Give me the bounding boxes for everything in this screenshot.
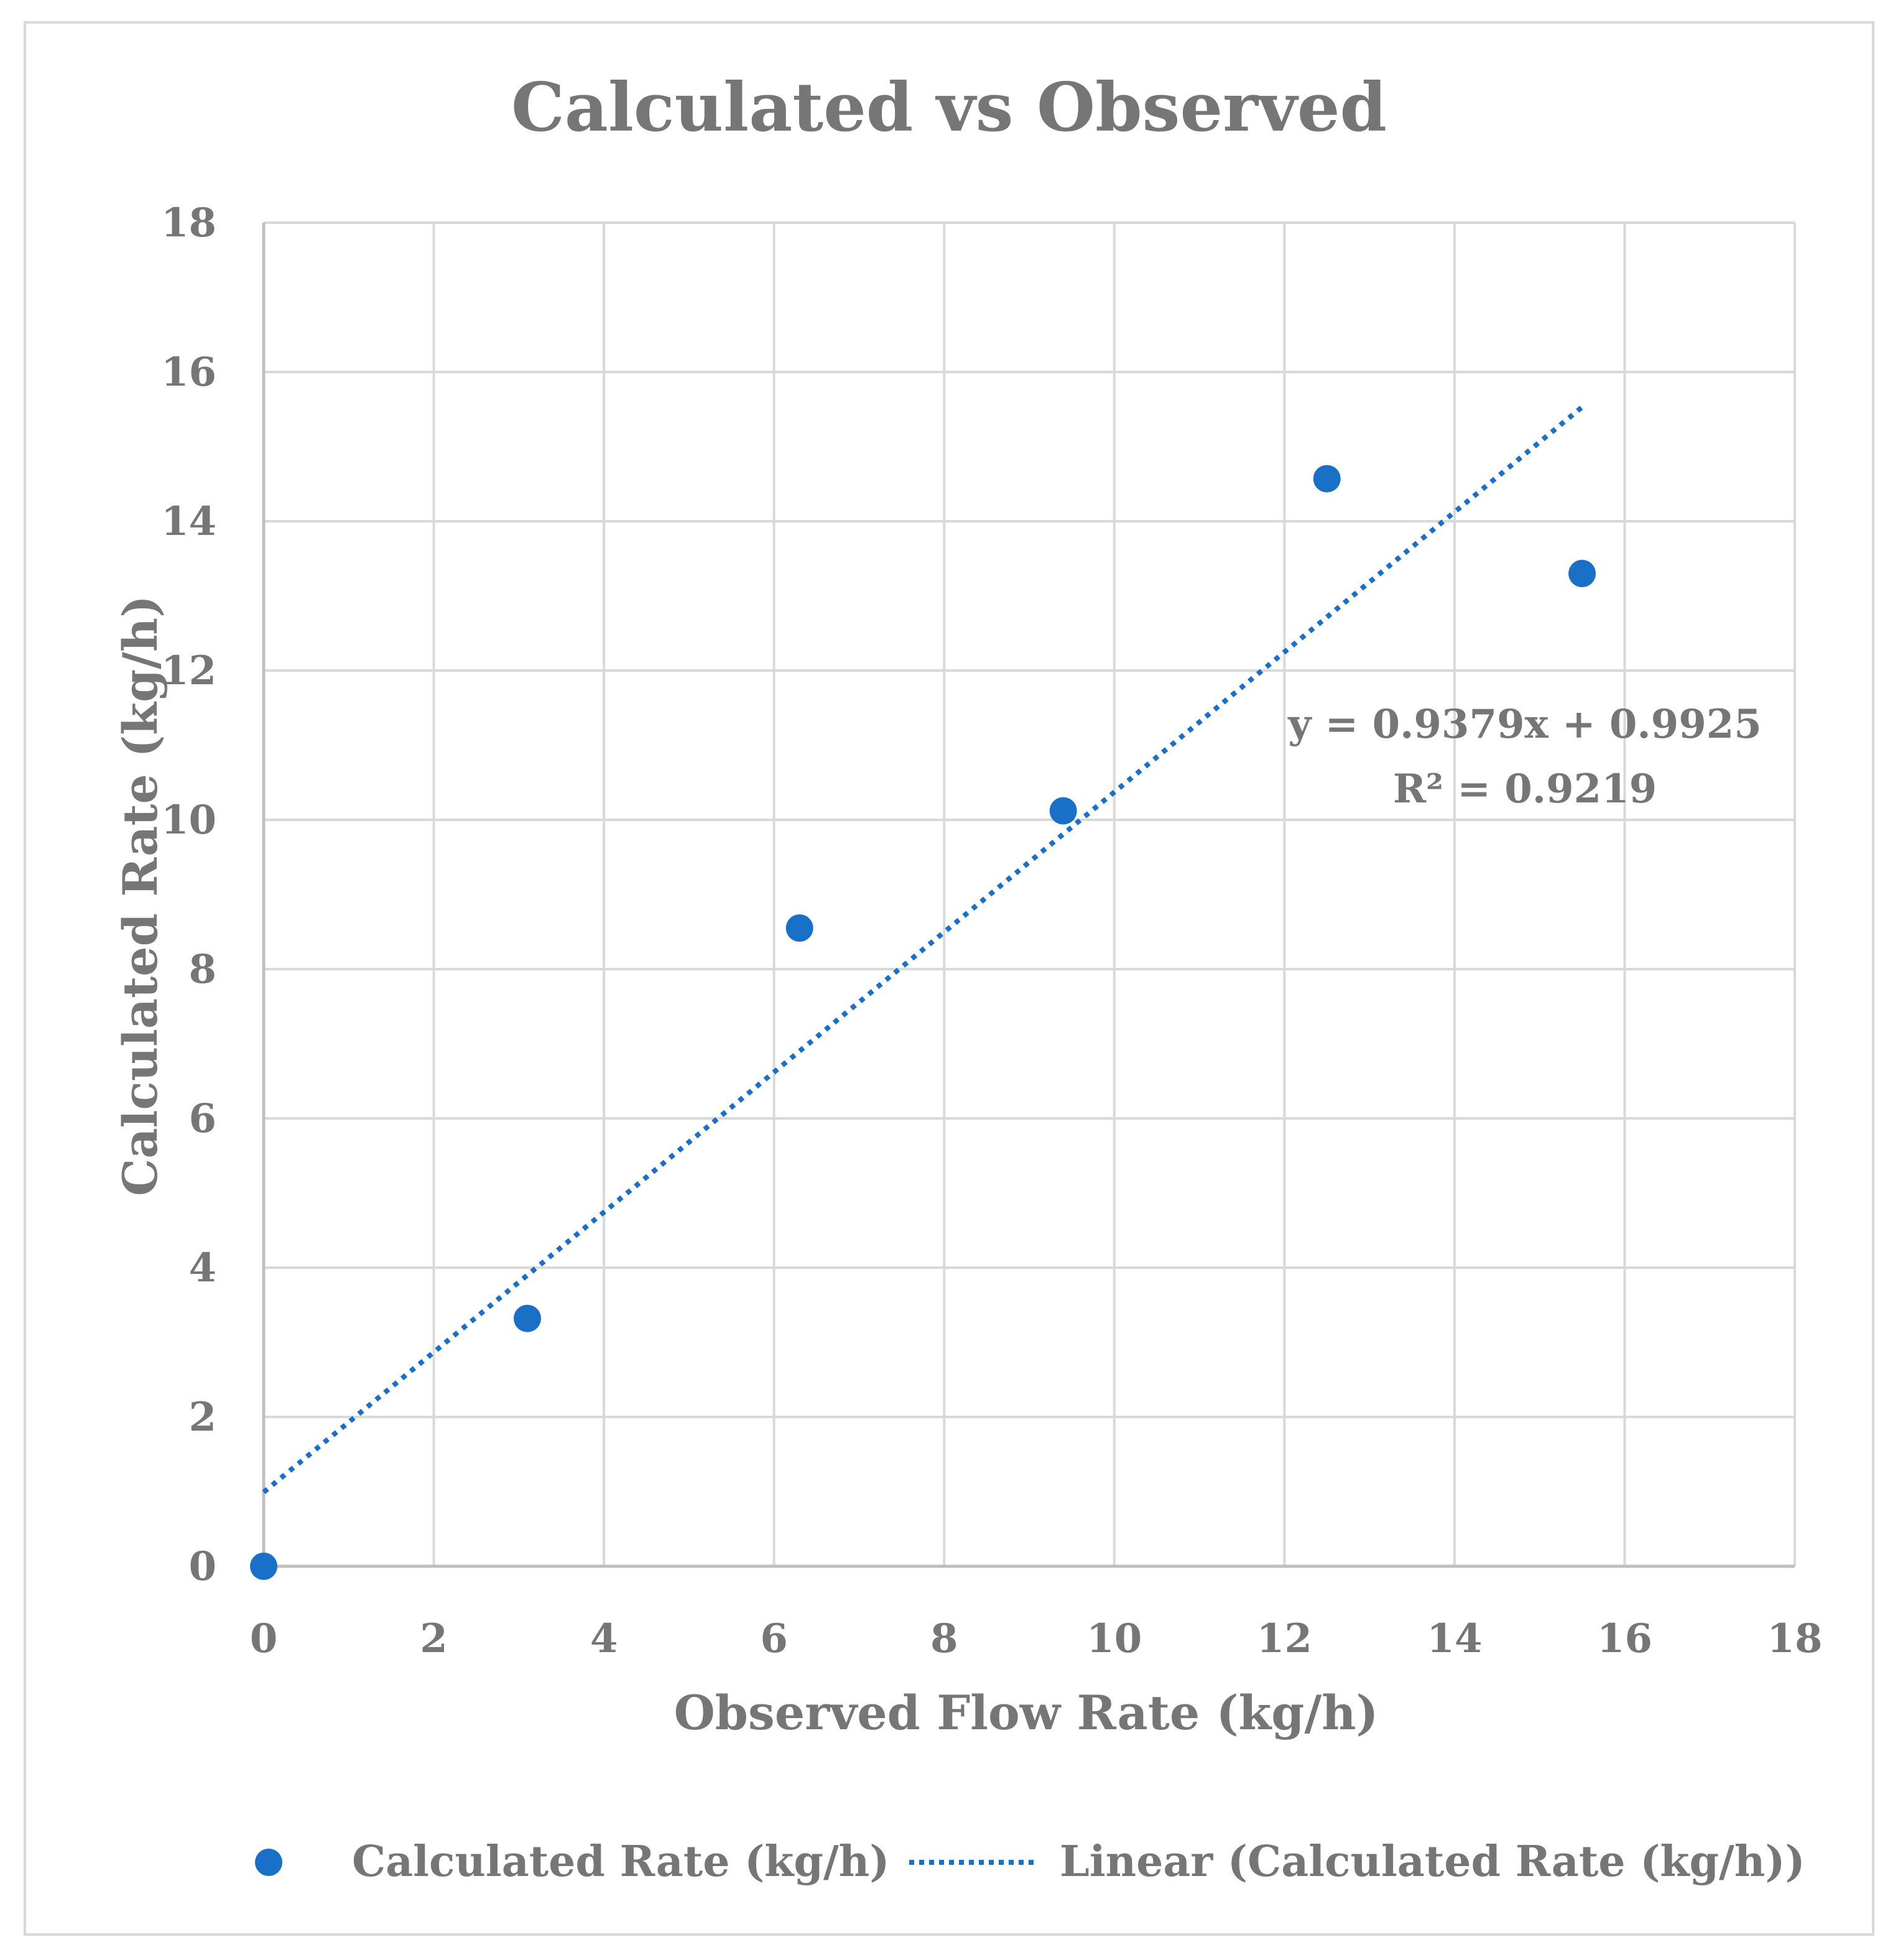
data-point [785, 914, 813, 942]
data-point [1049, 797, 1077, 825]
data-point [250, 1553, 277, 1580]
trendline [262, 405, 1584, 1494]
legend-series-label: Calculated Rate (kg/h) [352, 1837, 889, 1887]
x-tick-label: 0 [250, 1615, 278, 1662]
x-tick-label: 10 [1086, 1615, 1142, 1662]
y-tick-label: 0 [188, 1543, 216, 1590]
x-tick-label: 18 [1767, 1615, 1822, 1662]
legend-trendline-label: Linear (Calculated Rate (kg/h)) [1060, 1837, 1805, 1887]
x-tick-label: 16 [1597, 1615, 1652, 1662]
x-tick-label: 4 [590, 1615, 618, 1662]
x-tick-label: 12 [1257, 1615, 1312, 1662]
x-tick-label: 2 [420, 1615, 448, 1662]
y-tick-label: 4 [188, 1245, 216, 1291]
chart-title: Calculated vs Observed [511, 68, 1387, 147]
trendline-layer [262, 405, 1584, 1494]
chart-frame [24, 21, 1874, 1936]
x-tick-label: 6 [760, 1615, 788, 1662]
y-tick-label: 6 [188, 1095, 216, 1142]
trendline-equation: y = 0.9379x + 0.9925 [1287, 701, 1762, 748]
data-point [1568, 560, 1596, 587]
tick-labels: 0 2 4 6 8 10 12 14 16 18 0 2 4 6 8 10 12 14 16 18 [161, 200, 1823, 1662]
y-tick-label: 14 [161, 498, 216, 545]
y-tick-label: 18 [161, 200, 216, 246]
x-tick-label: 14 [1427, 1615, 1482, 1662]
y-tick-label: 16 [161, 349, 216, 396]
x-tick-label: 8 [930, 1615, 958, 1662]
trendline-r-squared: R² = 0.9219 [1393, 766, 1657, 812]
y-tick-label: 10 [161, 797, 216, 843]
y-tick-label: 2 [188, 1394, 216, 1441]
axes [262, 223, 1795, 1568]
y-tick-label: 8 [188, 946, 216, 993]
x-axis-label: Observed Flow Rate (kg/h) [674, 1685, 1379, 1740]
data-point [514, 1304, 542, 1332]
y-tick-label: 12 [161, 648, 216, 694]
data-points [250, 465, 1596, 1580]
legend: Calculated Rate (kg/h) Linear (Calculate… [255, 1837, 1805, 1887]
y-axis-label: Calculated Rate (kg/h) [113, 595, 168, 1196]
legend-marker-icon [255, 1849, 282, 1876]
data-point [1313, 465, 1341, 493]
